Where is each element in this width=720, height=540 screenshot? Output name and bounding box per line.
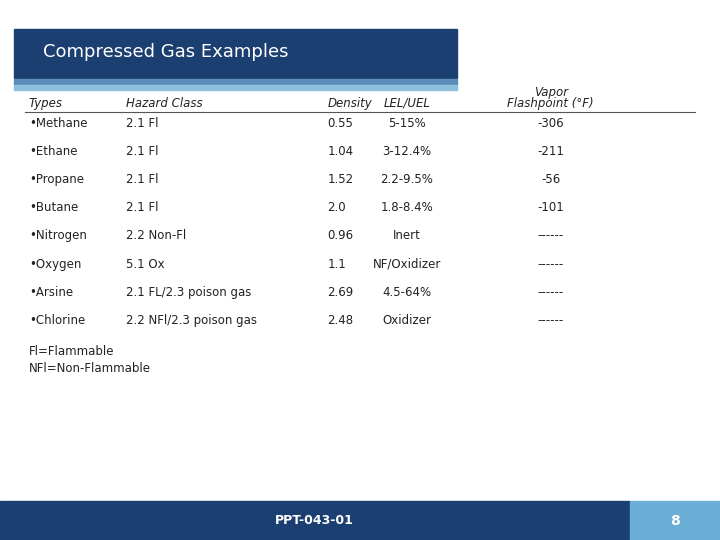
Text: •Nitrogen: •Nitrogen bbox=[29, 230, 86, 242]
Text: 2.0: 2.0 bbox=[328, 201, 346, 214]
Text: NF/Oxidizer: NF/Oxidizer bbox=[373, 258, 441, 271]
Text: 2.1 Fl: 2.1 Fl bbox=[126, 145, 158, 158]
Text: •Arsine: •Arsine bbox=[29, 286, 73, 299]
Text: 2.48: 2.48 bbox=[328, 314, 354, 327]
Text: ------: ------ bbox=[538, 286, 564, 299]
Text: -211: -211 bbox=[537, 145, 564, 158]
Text: 2.2-9.5%: 2.2-9.5% bbox=[380, 173, 433, 186]
Text: 2.2 NFl/2.3 poison gas: 2.2 NFl/2.3 poison gas bbox=[126, 314, 257, 327]
Text: 0.55: 0.55 bbox=[328, 117, 354, 130]
Text: Compressed Gas Examples: Compressed Gas Examples bbox=[43, 43, 289, 62]
Text: •Propane: •Propane bbox=[29, 173, 84, 186]
Text: 2.2 Non-Fl: 2.2 Non-Fl bbox=[126, 230, 186, 242]
Text: Types: Types bbox=[29, 97, 63, 110]
Text: -56: -56 bbox=[541, 173, 560, 186]
Text: Flashpoint (°F): Flashpoint (°F) bbox=[508, 97, 594, 110]
Text: Oxidizer: Oxidizer bbox=[382, 314, 431, 327]
Text: LEL/UEL: LEL/UEL bbox=[383, 97, 431, 110]
Text: 5.1 Ox: 5.1 Ox bbox=[126, 258, 165, 271]
Text: 2.1 Fl: 2.1 Fl bbox=[126, 173, 158, 186]
Text: 2.1 Fl: 2.1 Fl bbox=[126, 117, 158, 130]
Text: •Oxygen: •Oxygen bbox=[29, 258, 81, 271]
Text: 1.52: 1.52 bbox=[328, 173, 354, 186]
Text: Inert: Inert bbox=[393, 230, 420, 242]
Text: •Methane: •Methane bbox=[29, 117, 87, 130]
Text: 8: 8 bbox=[670, 514, 680, 528]
Text: 2.69: 2.69 bbox=[328, 286, 354, 299]
Text: PPT-043-01: PPT-043-01 bbox=[275, 514, 354, 527]
Text: •Chlorine: •Chlorine bbox=[29, 314, 85, 327]
Text: Fl=Flammable: Fl=Flammable bbox=[29, 345, 114, 357]
Text: ------: ------ bbox=[538, 230, 564, 242]
Text: NFl=Non-Flammable: NFl=Non-Flammable bbox=[29, 362, 150, 375]
Text: 4.5-64%: 4.5-64% bbox=[382, 286, 431, 299]
Text: ------: ------ bbox=[538, 258, 564, 271]
Text: 0.96: 0.96 bbox=[328, 230, 354, 242]
Text: Hazard Class: Hazard Class bbox=[126, 97, 202, 110]
Text: 2.1 Fl: 2.1 Fl bbox=[126, 201, 158, 214]
Text: Vapor: Vapor bbox=[534, 86, 568, 99]
Text: 2.1 FL/2.3 poison gas: 2.1 FL/2.3 poison gas bbox=[126, 286, 251, 299]
Text: Density: Density bbox=[328, 97, 372, 110]
Text: •Butane: •Butane bbox=[29, 201, 78, 214]
Text: -306: -306 bbox=[538, 117, 564, 130]
Text: 1.1: 1.1 bbox=[328, 258, 346, 271]
Text: ------: ------ bbox=[538, 314, 564, 327]
Text: -101: -101 bbox=[537, 201, 564, 214]
Text: •Ethane: •Ethane bbox=[29, 145, 77, 158]
Text: 3-12.4%: 3-12.4% bbox=[382, 145, 431, 158]
Text: 1.04: 1.04 bbox=[328, 145, 354, 158]
Text: 1.8-8.4%: 1.8-8.4% bbox=[380, 201, 433, 214]
Text: 5-15%: 5-15% bbox=[388, 117, 426, 130]
